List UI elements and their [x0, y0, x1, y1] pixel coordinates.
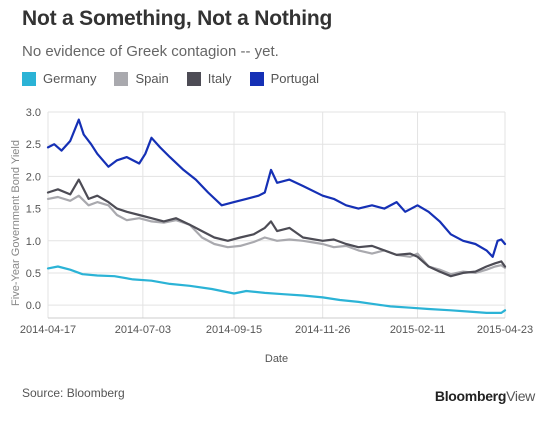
legend-swatch-portugal — [249, 71, 264, 86]
legend-item-germany: Germany — [22, 71, 96, 86]
series-line-spain — [46, 194, 507, 276]
y-tick-label: 2.5 — [26, 139, 41, 151]
legend-item-spain: Spain — [114, 71, 169, 86]
series-line-germany — [46, 265, 507, 314]
y-tick-label: 1.0 — [26, 236, 41, 248]
legend-item-italy: Italy — [186, 71, 232, 86]
legend-label-spain: Spain — [135, 71, 169, 86]
legend-swatch-italy — [186, 71, 201, 86]
y-tick-label: 2.0 — [26, 171, 41, 183]
x-tick-label: 2014-11-26 — [295, 324, 350, 336]
series-line-portugal — [46, 118, 507, 258]
legend-swatch-germany — [22, 71, 36, 86]
x-tick-label: 2015-02-11 — [390, 324, 445, 336]
legend-label-italy: Italy — [207, 71, 232, 86]
legend-label-germany: Germany — [43, 71, 97, 86]
x-tick-label: 2014-04-17 — [20, 324, 76, 336]
series-line-italy — [46, 178, 507, 278]
legend-label-portugal: Portugal — [270, 71, 319, 86]
brand-light: View — [506, 388, 535, 404]
y-tick-label: 0.0 — [26, 300, 41, 312]
x-axis-title: Date — [265, 353, 288, 365]
y-axis-title: Five-Year Government Bond Yield — [10, 140, 22, 306]
chart-title: Not a Something, Not a Nothing — [22, 7, 333, 30]
source-note: Source: Bloomberg — [22, 386, 125, 400]
y-tick-label: 0.5 — [26, 268, 41, 280]
legend-swatch-spain — [114, 71, 129, 86]
chart-subtitle: No evidence of Greek contagion -- yet. — [22, 43, 279, 60]
brand-bold: Bloomberg — [434, 388, 507, 404]
y-tick-label: 1.5 — [26, 204, 41, 216]
brand-logo: BloombergView — [435, 388, 535, 404]
legend: Germany Spain Italy Portugal — [22, 71, 337, 86]
x-tick-label: 2014-07-03 — [115, 324, 171, 336]
legend-item-portugal: Portugal — [249, 71, 319, 86]
y-tick-label: 3.0 — [26, 107, 41, 119]
x-tick-label: 2014-09-15 — [206, 324, 262, 336]
x-tick-label: 2015-04-23 — [477, 324, 533, 336]
